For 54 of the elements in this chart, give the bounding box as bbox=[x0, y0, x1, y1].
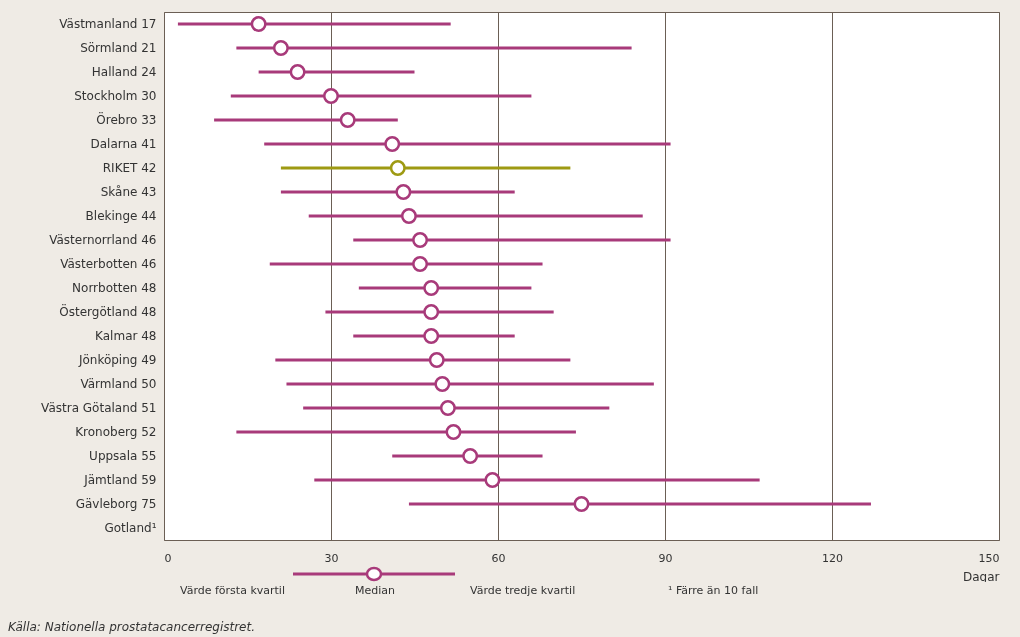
y-tick-label: Skåne 43 bbox=[100, 185, 157, 199]
y-tick-label: Östergötland 48 bbox=[59, 303, 157, 319]
point bbox=[573, 496, 590, 512]
point bbox=[428, 352, 445, 368]
point bbox=[412, 256, 429, 272]
y-tick-label: Sörmland 21 bbox=[80, 41, 157, 55]
x-tick-label: 120 bbox=[822, 551, 843, 565]
y-tick-label: Norrbotten 48 bbox=[72, 281, 157, 295]
point bbox=[323, 88, 339, 104]
y-tick-label: Örebro 33 bbox=[96, 111, 157, 127]
text: Källa: Nationella prostatacancerregistret. bbox=[8, 620, 256, 634]
y-tick-label: Halland 24 bbox=[91, 65, 157, 79]
point bbox=[423, 328, 440, 344]
point bbox=[289, 64, 306, 80]
text: Värde tredje kvartil bbox=[470, 584, 576, 597]
point bbox=[423, 280, 440, 296]
y-tick-label: Blekinge 44 bbox=[85, 209, 157, 223]
point bbox=[389, 160, 406, 176]
point bbox=[272, 40, 289, 56]
point bbox=[423, 304, 440, 320]
y-tick-label: Gotland¹ bbox=[104, 521, 157, 535]
y-tick-label: Västmanland 17 bbox=[59, 17, 157, 31]
point bbox=[412, 232, 429, 248]
y-tick-label: RIKET 42 bbox=[102, 161, 157, 175]
x-tick-label: 150 bbox=[978, 551, 1000, 565]
point bbox=[384, 136, 401, 152]
y-tick-label: Uppsala 55 bbox=[89, 449, 157, 463]
point bbox=[484, 472, 501, 488]
point bbox=[250, 16, 267, 32]
point bbox=[400, 208, 417, 224]
point bbox=[339, 112, 356, 128]
x-tick-label: 0 bbox=[164, 551, 172, 565]
y-tick-label: Västra Götaland 51 bbox=[41, 401, 157, 415]
x-tick-label: 60 bbox=[491, 551, 506, 565]
point bbox=[395, 184, 412, 200]
y-tick-label: Värmland 50 bbox=[80, 377, 157, 391]
point bbox=[445, 424, 462, 440]
y-tick-label: Jönköping 49 bbox=[77, 353, 157, 367]
text: Värde första kvartil bbox=[180, 584, 285, 597]
y-tick-label: Kronoberg 52 bbox=[75, 425, 157, 439]
text: Median bbox=[355, 584, 396, 597]
y-tick-label: Jämtland 59 bbox=[83, 473, 157, 487]
y-tick-label: Västerbotten 46 bbox=[60, 257, 157, 271]
x-tick-label: 90 bbox=[658, 551, 673, 565]
x-tick-label: 30 bbox=[324, 551, 339, 565]
y-tick-label: Stockholm 30 bbox=[74, 89, 157, 103]
y-tick-label: Gävleborg 75 bbox=[75, 497, 157, 511]
y-tick-label: Dalarna 41 bbox=[90, 137, 157, 151]
point bbox=[439, 400, 456, 416]
y-tick-label: Kalmar 48 bbox=[95, 329, 157, 343]
text: ¹ Färre än 10 fall bbox=[668, 584, 759, 597]
y-tick-label: Västernorrland 46 bbox=[49, 233, 157, 247]
point bbox=[434, 376, 451, 392]
point bbox=[462, 448, 479, 464]
